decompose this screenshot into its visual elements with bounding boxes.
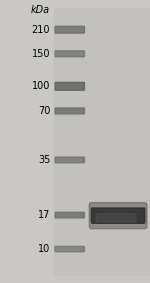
FancyBboxPatch shape <box>55 212 84 218</box>
Text: 10: 10 <box>38 244 50 254</box>
Text: kDa: kDa <box>31 5 50 15</box>
FancyBboxPatch shape <box>55 82 84 90</box>
Text: 150: 150 <box>32 49 50 59</box>
FancyBboxPatch shape <box>55 246 84 252</box>
FancyBboxPatch shape <box>89 203 147 229</box>
Text: 35: 35 <box>38 155 50 165</box>
Text: 17: 17 <box>38 210 50 220</box>
Bar <box>54 8 150 275</box>
FancyBboxPatch shape <box>91 208 145 223</box>
FancyBboxPatch shape <box>55 51 84 57</box>
FancyBboxPatch shape <box>55 157 84 163</box>
FancyBboxPatch shape <box>55 108 84 114</box>
FancyBboxPatch shape <box>55 26 84 33</box>
Text: 70: 70 <box>38 106 50 116</box>
Text: 100: 100 <box>32 81 50 91</box>
FancyBboxPatch shape <box>96 214 136 222</box>
Text: 210: 210 <box>32 25 50 35</box>
